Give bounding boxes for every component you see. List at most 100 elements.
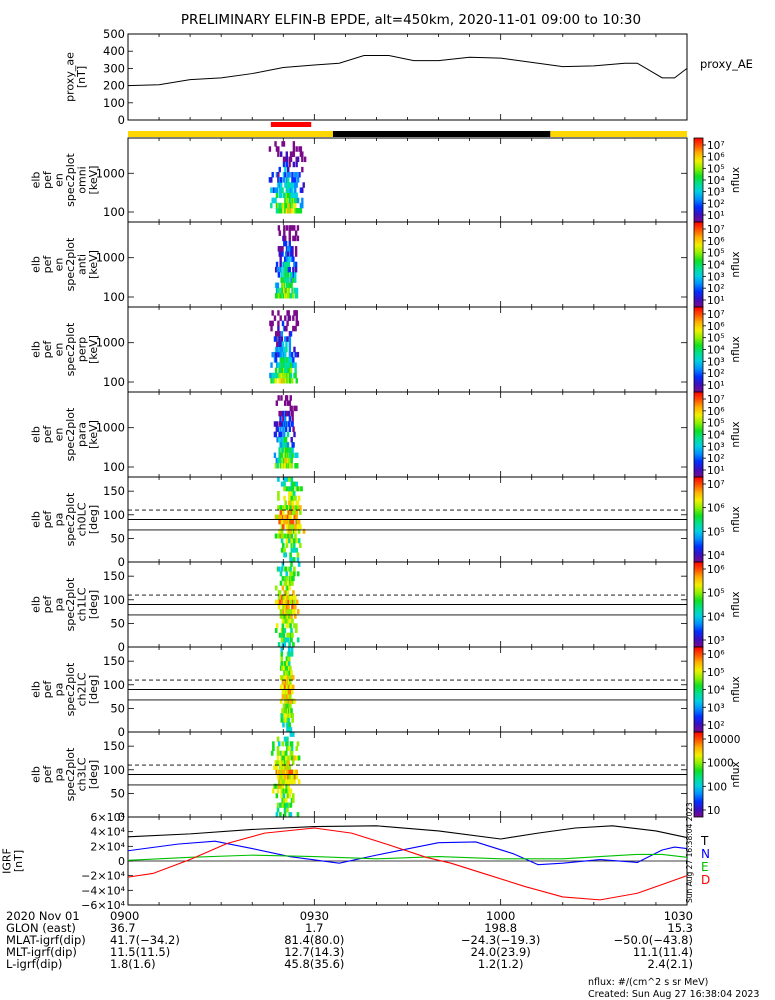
spec-pixel bbox=[281, 613, 285, 619]
spec-pixel bbox=[288, 378, 292, 384]
spec-pixel bbox=[286, 282, 290, 289]
spec-pixel bbox=[299, 208, 303, 214]
igrf-ytick-label: 2×10⁴ bbox=[90, 840, 125, 853]
spec-pixel bbox=[273, 421, 277, 427]
spec-pixel bbox=[280, 793, 283, 799]
spec-pixel bbox=[276, 755, 280, 761]
spec-pixel bbox=[299, 542, 302, 548]
spec-pixel bbox=[279, 341, 282, 347]
spec-pixel bbox=[276, 736, 280, 742]
spec-pixel bbox=[296, 500, 300, 506]
pa_ch1-cb-label: 10⁴ bbox=[707, 611, 725, 623]
spec-pixel bbox=[277, 436, 280, 443]
x-row-value: 36.7 bbox=[110, 921, 136, 935]
spec-pixel bbox=[282, 779, 286, 785]
spec-pixel bbox=[292, 256, 295, 262]
spec-pixel bbox=[281, 436, 284, 443]
spec-pixel bbox=[281, 694, 285, 700]
spec-pixel bbox=[288, 618, 291, 624]
spec-pixel bbox=[289, 367, 293, 374]
spec-pixel bbox=[277, 395, 280, 401]
spec-pixel bbox=[295, 182, 298, 188]
pa_ch0-cb-label: 10⁷ bbox=[707, 479, 725, 491]
en_omni-colorbar bbox=[693, 137, 704, 223]
spec-pixel bbox=[291, 712, 294, 718]
spec-pixel bbox=[285, 712, 289, 718]
spec-pixel bbox=[295, 156, 298, 163]
spec-pixel bbox=[288, 192, 291, 199]
spec-pixel bbox=[285, 151, 289, 157]
x-row-value: 11.1(11.4) bbox=[633, 945, 693, 959]
spec-pixel bbox=[285, 225, 289, 231]
spec-pixel bbox=[294, 251, 298, 257]
en_anti-ylabel-5: [keV] bbox=[87, 250, 100, 279]
spec-pixel bbox=[275, 202, 279, 209]
pa_ch3-cb-title: nflux bbox=[730, 761, 742, 787]
spec-pixel bbox=[294, 277, 297, 283]
spec-pixel bbox=[284, 580, 288, 586]
pa_ch2-ylabel-1: pef bbox=[41, 680, 54, 699]
spec-pixel bbox=[286, 251, 290, 257]
spec-pixel bbox=[295, 293, 299, 299]
pa_ch1-ylabel-3: spec2plot bbox=[64, 577, 77, 631]
spec-pixel bbox=[294, 372, 297, 379]
proxy-ae-line bbox=[127, 55, 688, 87]
spec-pixel bbox=[275, 421, 279, 427]
y-tick-label: 150 bbox=[103, 654, 125, 668]
pa_ch3-cb-label: 100 bbox=[707, 781, 727, 793]
spec-pixel bbox=[288, 182, 291, 188]
spec-pixel bbox=[281, 509, 285, 515]
spec-pixel bbox=[288, 156, 291, 163]
spec-pixel bbox=[281, 623, 285, 629]
pa_ch3-cb-label: 1000 bbox=[707, 758, 734, 770]
spec-pixel bbox=[281, 618, 285, 624]
spec-pixel bbox=[292, 557, 296, 563]
spec-pixel bbox=[277, 151, 280, 157]
en_omni-cb-label: 10⁷ bbox=[707, 140, 725, 152]
igrf-series-N bbox=[127, 840, 688, 866]
spec-pixel bbox=[280, 331, 284, 337]
y-tick-label: 0 bbox=[118, 640, 125, 654]
igrf-ytick-label: −6×10⁴ bbox=[81, 899, 125, 912]
spec-pixel bbox=[277, 642, 281, 648]
spec-pixel bbox=[288, 452, 292, 459]
spec-pixel bbox=[291, 760, 295, 766]
spec-pixel bbox=[270, 362, 273, 368]
spec-pixel bbox=[275, 192, 279, 199]
spec-pixel bbox=[277, 491, 280, 497]
igrf-side-label-E: E bbox=[701, 860, 709, 874]
spec-pixel bbox=[278, 208, 281, 214]
y-tick-label: 1000 bbox=[96, 251, 125, 265]
spec-pixel bbox=[287, 604, 290, 610]
spec-pixel bbox=[274, 141, 277, 147]
spec-pixel bbox=[289, 679, 292, 685]
x-row-label-1: GLON (east) bbox=[6, 921, 76, 935]
spec-pixel bbox=[297, 779, 301, 785]
spec-pixel bbox=[289, 684, 293, 690]
en_omni-cb-label: 10⁵ bbox=[707, 163, 725, 175]
spec-pixel bbox=[279, 505, 283, 511]
spec-pixel bbox=[288, 197, 291, 204]
spec-pixel bbox=[282, 346, 286, 353]
spec-pixel bbox=[288, 722, 292, 728]
spec-pixel bbox=[287, 755, 290, 761]
spec-pixel bbox=[284, 208, 287, 214]
proxy-ae-ytick-label: 0 bbox=[118, 113, 125, 127]
spec-pixel bbox=[291, 731, 295, 737]
spec-pixel bbox=[290, 547, 294, 553]
spec-pixel bbox=[282, 797, 286, 803]
spec-pixel bbox=[283, 613, 287, 619]
spec-pixel bbox=[290, 755, 294, 761]
igrf-side-label-D: D bbox=[701, 873, 710, 887]
spec-pixel bbox=[291, 202, 294, 209]
spec-pixel bbox=[288, 416, 292, 422]
spec-pixel bbox=[288, 230, 291, 236]
spec-pixel bbox=[287, 421, 291, 427]
spec-pixel bbox=[293, 599, 296, 605]
en_omni-cb-label: 10⁴ bbox=[707, 175, 725, 187]
spec-pixel bbox=[284, 156, 287, 163]
spec-pixel bbox=[286, 741, 289, 747]
spec-pixel bbox=[292, 576, 295, 582]
spec-pixel bbox=[297, 519, 301, 525]
